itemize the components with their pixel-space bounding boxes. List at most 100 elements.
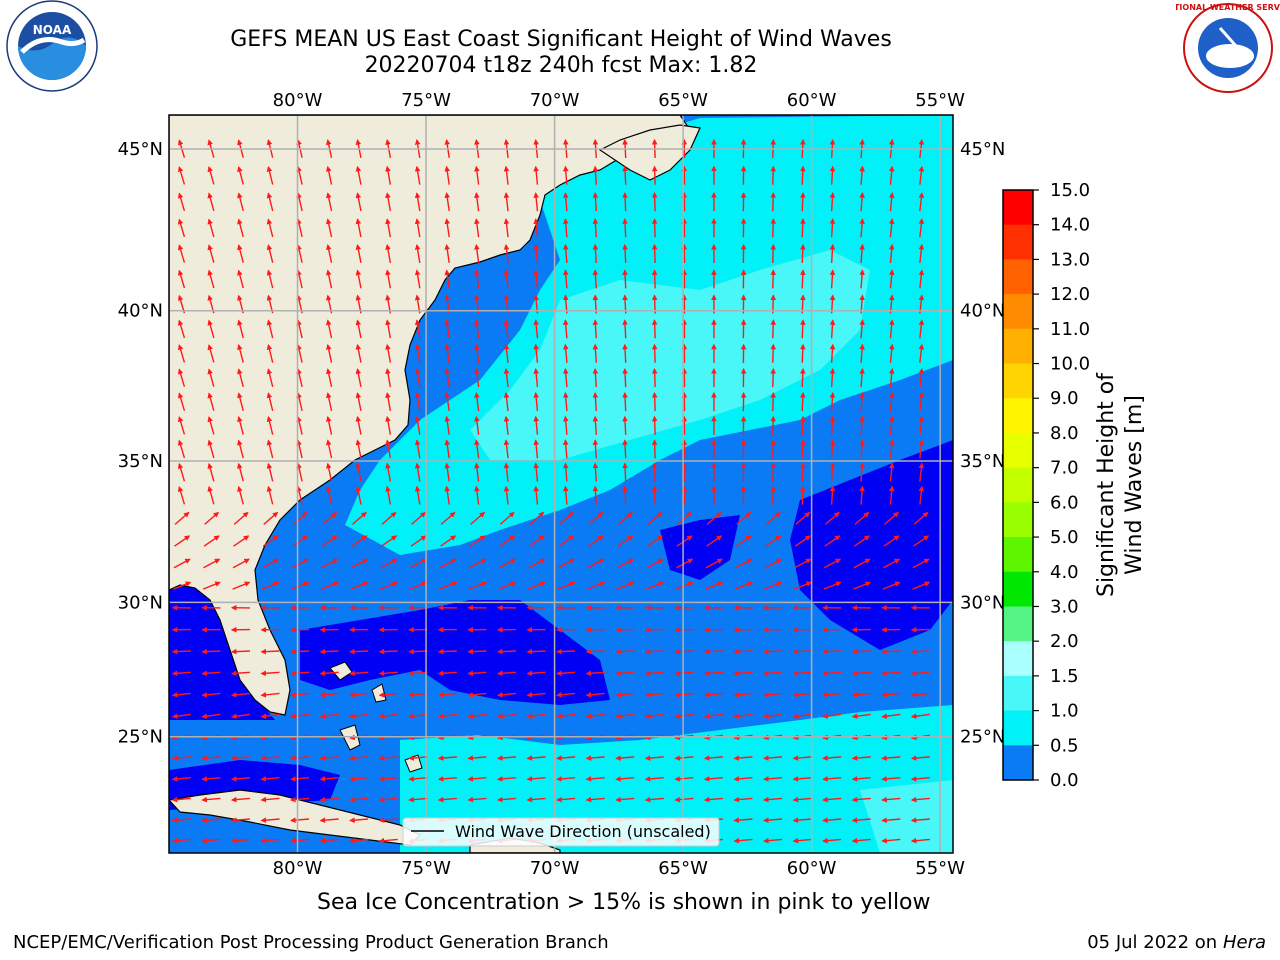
wave-direction-arrow bbox=[203, 558, 221, 569]
wave-direction-arrow bbox=[851, 817, 871, 823]
wave-direction-arrow bbox=[881, 755, 901, 761]
colorbar-tick-label: 2.0 bbox=[1050, 631, 1079, 652]
wave-direction-arrow bbox=[444, 439, 451, 459]
wave-direction-arrow bbox=[918, 218, 925, 238]
wave-direction-arrow bbox=[292, 511, 308, 525]
wave-direction-arrow bbox=[349, 796, 369, 803]
wave-direction-arrow bbox=[651, 269, 658, 289]
wave-direction-arrow bbox=[201, 776, 221, 782]
footer-date: 05 Jul 2022 on bbox=[1087, 932, 1223, 953]
wave-direction-arrow bbox=[556, 776, 576, 782]
wave-direction-arrow bbox=[918, 269, 925, 289]
wave-direction-arrow bbox=[385, 319, 392, 339]
wave-direction-arrow bbox=[562, 319, 569, 339]
colorbar-tick-label: 0.0 bbox=[1050, 770, 1079, 791]
graticule bbox=[169, 115, 953, 853]
wave-direction-arrow bbox=[177, 218, 186, 238]
wave-direction-arrow bbox=[526, 713, 546, 719]
wave-direction-arrow bbox=[792, 670, 812, 677]
wave-direction-arrow bbox=[233, 511, 249, 525]
wave-direction-arrow bbox=[207, 192, 215, 212]
wave-direction-arrow bbox=[266, 485, 274, 505]
wave-direction-arrow bbox=[444, 269, 451, 289]
lat-tick-label-left: 25°N bbox=[118, 727, 163, 748]
wave-direction-arrow bbox=[644, 713, 664, 719]
wave-direction-arrow bbox=[918, 368, 925, 388]
wave-direction-arrow bbox=[770, 343, 777, 363]
wave-direction-arrow bbox=[733, 692, 753, 698]
wave-direction-arrow bbox=[232, 558, 250, 569]
lon-tick-label-bottom: 80°W bbox=[273, 858, 323, 879]
wave-direction-arrow bbox=[290, 670, 310, 677]
lat-tick-label-left: 35°N bbox=[118, 451, 163, 472]
wave-direction-arrow bbox=[378, 796, 398, 803]
wave-direction-arrow bbox=[207, 439, 215, 459]
wave-direction-arrow bbox=[444, 485, 451, 505]
wave-direction-arrow bbox=[201, 713, 221, 719]
wave-direction-arrow bbox=[171, 670, 191, 677]
wave-direction-arrow bbox=[325, 192, 333, 212]
wave-direction-arrow bbox=[733, 776, 753, 782]
wave-direction-arrow bbox=[733, 648, 753, 655]
wave-direction-arrow bbox=[440, 511, 456, 525]
wave-direction-arrow bbox=[854, 511, 870, 525]
wave-direction-arrow bbox=[910, 692, 930, 698]
wave-direction-arrow bbox=[829, 192, 836, 212]
wave-direction-arrow bbox=[884, 511, 899, 525]
wave-direction-arrow bbox=[503, 269, 510, 289]
wave-direction-arrow bbox=[770, 218, 777, 238]
wave-direction-arrow bbox=[385, 218, 392, 238]
wave-direction-arrow bbox=[733, 755, 753, 761]
lat-tick-label-left: 40°N bbox=[118, 301, 163, 322]
wave-direction-arrow bbox=[859, 319, 865, 339]
wave-direction-arrow bbox=[444, 368, 451, 388]
wave-direction-arrow bbox=[350, 558, 369, 569]
wave-direction-arrow bbox=[770, 192, 777, 212]
wave-direction-arrow bbox=[207, 269, 215, 289]
wave-direction-arrow bbox=[351, 535, 368, 547]
wave-direction-arrow bbox=[237, 244, 244, 263]
wave-direction-arrow bbox=[587, 558, 605, 569]
wave-direction-arrow bbox=[414, 165, 421, 185]
wave-direction-arrow bbox=[592, 192, 599, 212]
wave-direction-arrow bbox=[528, 535, 545, 547]
wave-direction-arrow bbox=[266, 415, 274, 435]
wave-direction-arrow bbox=[262, 535, 279, 547]
wave-direction-arrow bbox=[562, 391, 569, 412]
wave-direction-arrow bbox=[230, 817, 251, 823]
wave-direction-arrow bbox=[770, 415, 777, 435]
wave-direction-arrow bbox=[204, 511, 220, 525]
wave-direction-arrow bbox=[888, 165, 895, 185]
colorbar-tick-label: 0.5 bbox=[1050, 735, 1079, 756]
wave-direction-arrow bbox=[918, 243, 925, 263]
wave-direction-arrow bbox=[764, 558, 782, 569]
wave-direction-arrow bbox=[918, 485, 925, 505]
wave-direction-arrow bbox=[496, 755, 517, 761]
wave-direction-arrow bbox=[622, 243, 628, 263]
lon-tick-label-bottom: 60°W bbox=[787, 858, 837, 879]
wave-direction-arrow bbox=[533, 269, 539, 289]
wave-direction-arrow bbox=[703, 755, 723, 761]
colorbar-tick-label: 8.0 bbox=[1050, 423, 1079, 444]
wave-direction-arrow bbox=[380, 535, 398, 547]
wave-direction-arrow bbox=[674, 755, 694, 761]
wave-direction-arrow bbox=[469, 535, 486, 547]
wave-direction-arrow bbox=[859, 391, 865, 412]
wave-direction-arrow bbox=[829, 415, 836, 435]
wave-direction-arrow bbox=[762, 837, 783, 844]
wave-direction-arrow bbox=[385, 244, 392, 263]
wave-direction-arrow bbox=[290, 817, 310, 823]
wave-direction-arrow bbox=[526, 648, 546, 655]
wave-direction-arrow bbox=[408, 692, 428, 698]
wave-direction-arrow bbox=[592, 218, 599, 238]
wave-direction-arrow bbox=[207, 218, 215, 238]
wave-direction-arrow bbox=[498, 558, 516, 569]
colorbar-tick-label: 4.0 bbox=[1050, 562, 1079, 583]
wave-direction-arrow bbox=[888, 319, 895, 339]
wave-direction-arrow bbox=[533, 192, 539, 212]
wave-direction-arrow bbox=[408, 670, 428, 677]
nws-logo-text: NATIONAL WEATHER SERVICE bbox=[1176, 3, 1280, 12]
wave-direction-arrow bbox=[736, 511, 752, 525]
wave-direction-arrow bbox=[474, 319, 480, 339]
colorbar-segment bbox=[1003, 432, 1033, 469]
